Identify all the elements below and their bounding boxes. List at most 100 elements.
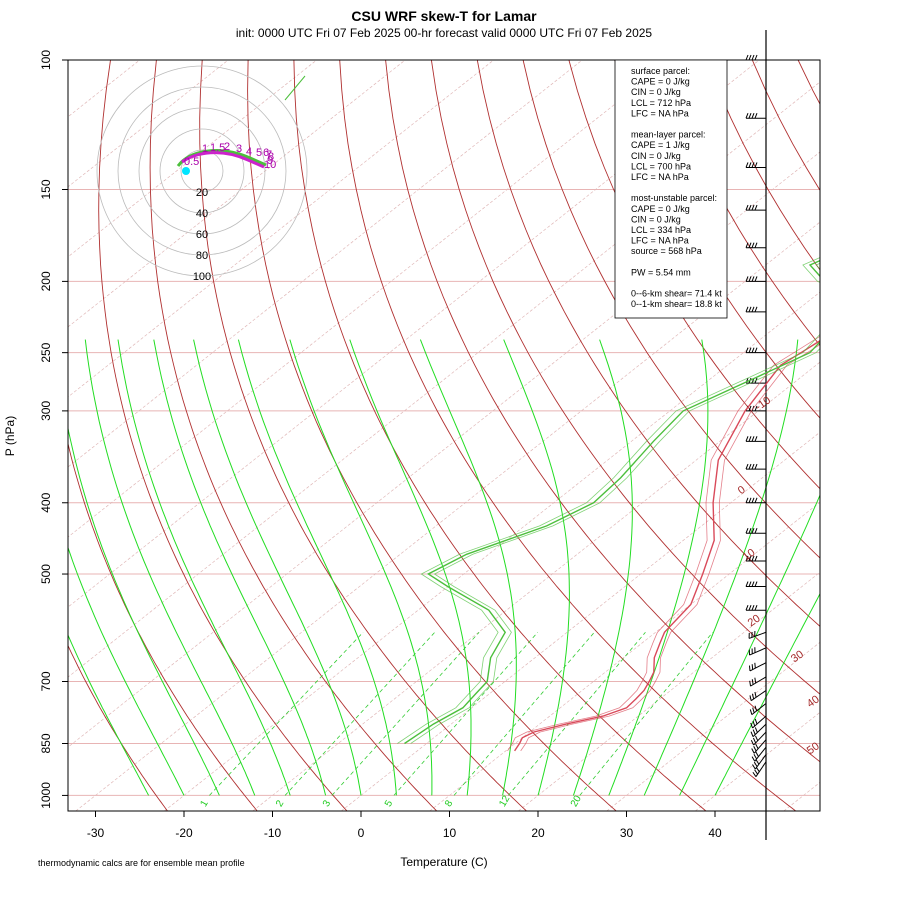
- isotherm-line: [68, 60, 760, 608]
- wind-barb-feather: [751, 581, 755, 587]
- parcel-box-line: LCL = 334 hPa: [631, 225, 691, 235]
- mixing-ratio-label: 1: [198, 798, 211, 809]
- moist-adiabat: [68, 634, 150, 796]
- wind-barb-feather: [754, 718, 758, 725]
- hodograph-ring: [180, 149, 224, 193]
- temperature-member-line: [507, 335, 820, 752]
- wind-barb-staff: [748, 631, 767, 639]
- parcel-box-frame: [614, 59, 728, 319]
- mixing-ratio-label: 2: [274, 798, 287, 809]
- mixing-ratio-line: [209, 631, 364, 796]
- isotherm-line: [68, 60, 406, 328]
- wind-barb-feather: [748, 649, 751, 656]
- dry-adiabat: [68, 441, 258, 811]
- wind-barb-feather: [754, 662, 756, 669]
- isotherm-label: 30: [789, 648, 806, 665]
- wind-barb: [749, 676, 767, 687]
- wind-barb-feather: [752, 707, 755, 713]
- wind-barb-feather: [751, 555, 755, 562]
- hodograph-ring: [117, 86, 287, 256]
- isotherm-line: [75, 221, 820, 811]
- parcel-box-line: LFC = NA hPa: [631, 236, 689, 246]
- wind-barb: [750, 731, 767, 746]
- wind-barb-feather: [754, 204, 758, 211]
- dry-adiabat: [385, 60, 820, 763]
- parcel-box-line: CAPE = 1 J/kg: [631, 140, 690, 150]
- isotherm-line: [518, 571, 820, 811]
- wind-barb-feather: [748, 347, 752, 353]
- hodograph-trace-magenta: [181, 151, 265, 169]
- wind-barb-feather: [751, 497, 755, 503]
- wind-barb: [745, 497, 766, 504]
- wind-barb-feather: [748, 54, 752, 61]
- hodograph-ring-label: 60: [196, 229, 208, 241]
- moist-adiabat: [68, 546, 185, 796]
- wind-barb-feather: [754, 677, 757, 684]
- hodograph-origin-marker: [182, 167, 190, 175]
- moist-adiabat: [503, 339, 570, 796]
- wind-barb-rotated: [748, 647, 767, 656]
- moist-adiabat: [68, 425, 220, 796]
- hodograph-point-label: 7: [266, 149, 272, 161]
- wind-barb-feather: [748, 555, 752, 562]
- moist-adiabat: [608, 339, 709, 796]
- chart-title: CSU WRF skew-T for Lamar: [351, 8, 537, 24]
- wind-barb-feather: [748, 528, 752, 534]
- wind-barb-staff: [754, 754, 767, 770]
- wind-barb-feather: [754, 162, 758, 168]
- x-tick-label: 20: [531, 826, 545, 840]
- moist-adiabat: [84, 339, 256, 796]
- wind-barb-feather: [745, 162, 749, 168]
- wind-barb-feather: [755, 759, 760, 765]
- wind-barb-feather: [753, 761, 758, 767]
- wind-barb: [750, 715, 767, 729]
- mixing-ratio-label: 3: [321, 798, 334, 809]
- wind-barb-rotated: [748, 662, 767, 672]
- wind-barb-rotated: [751, 746, 767, 762]
- wind-barb-feather: [754, 436, 758, 442]
- hodograph-ring: [138, 107, 266, 235]
- wind-barb-feather: [751, 756, 756, 762]
- y-tick-label: 200: [39, 271, 53, 291]
- dry-adiabat: [149, 60, 438, 811]
- y-tick-label: 1000: [39, 782, 53, 809]
- wind-barb-feather: [755, 735, 759, 741]
- wind-barb-feather: [748, 405, 752, 412]
- wind-barb-feather: [754, 276, 758, 282]
- y-tick-label: 300: [39, 401, 53, 421]
- wind-barb: [745, 528, 766, 534]
- wind-barb-feather: [751, 306, 755, 313]
- hodograph-point-label: 8: [268, 151, 274, 163]
- mixing-ratio-line: [393, 632, 539, 796]
- isotherm-label: 50: [805, 740, 822, 757]
- wind-barb-rotated: [749, 690, 767, 702]
- wind-barb-feather: [754, 54, 758, 61]
- wind-barb-feather: [754, 113, 758, 119]
- isotherm-line: [606, 641, 820, 811]
- hodograph-spur: [284, 75, 306, 101]
- wind-barb-feather: [753, 745, 757, 752]
- mixing-ratio-line: [284, 631, 436, 796]
- wind-barb-staff: [750, 676, 767, 687]
- mixing-ratio-line: [453, 632, 595, 796]
- dewpoint-member-line: [410, 262, 820, 744]
- parcel-box-line: 0--1-km shear= 18.8 kt: [631, 299, 722, 309]
- wind-barb-feather: [745, 528, 749, 534]
- hodograph-ring: [96, 65, 308, 277]
- wind-barb-feather: [745, 347, 749, 353]
- wind-barb-feather: [745, 204, 749, 211]
- wind-barb-rotated: [752, 761, 767, 777]
- y-tick-label: 100: [39, 50, 53, 70]
- mixing-ratio-label: 20: [569, 793, 584, 809]
- wind-barb-feather: [748, 162, 752, 168]
- hodograph-point-label: 9: [267, 155, 273, 167]
- isotherm-line: [68, 60, 671, 538]
- wind-barb: [745, 306, 766, 313]
- wind-barb-feather: [745, 463, 749, 470]
- wind-barb-feather: [752, 720, 756, 727]
- wind-barb-staff: [754, 746, 767, 762]
- dry-adiabat: [339, 60, 796, 811]
- moist-adiabat: [714, 592, 820, 796]
